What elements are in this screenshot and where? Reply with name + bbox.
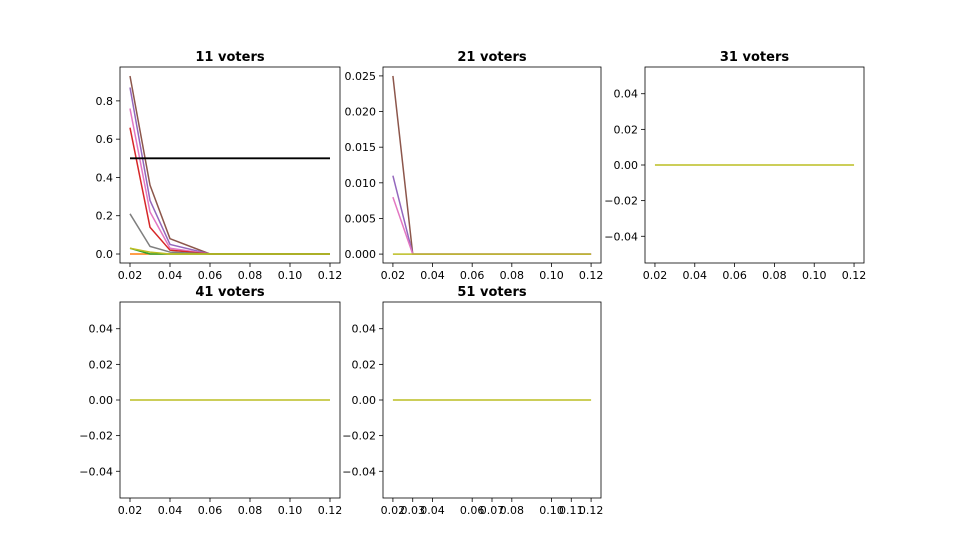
y-tick-label: 0.2 bbox=[96, 210, 114, 223]
y-tick-label: 0.025 bbox=[345, 70, 377, 83]
y-tick-label: −0.02 bbox=[79, 430, 113, 443]
subplot-title: 21 voters bbox=[457, 50, 526, 65]
y-tick-label: 0.4 bbox=[96, 171, 114, 184]
x-tick-label: 0.04 bbox=[420, 269, 445, 282]
x-tick-label: 0.08 bbox=[500, 504, 525, 517]
x-tick-label: 0.11 bbox=[559, 504, 584, 517]
subplot-title: 11 voters bbox=[195, 50, 264, 65]
x-tick-label: 0.06 bbox=[198, 269, 223, 282]
x-tick-label: 0.08 bbox=[238, 504, 263, 517]
series-line-8 bbox=[129, 247, 330, 255]
y-tick-label: 0.02 bbox=[614, 123, 639, 136]
y-tick-label: 0.04 bbox=[352, 323, 377, 336]
x-tick-label: 0.02 bbox=[643, 269, 668, 282]
x-tick-label: 0.06 bbox=[722, 269, 747, 282]
x-tick-label: 0.02 bbox=[118, 504, 143, 517]
y-tick-label: 0.04 bbox=[89, 323, 114, 336]
x-tick-label: 0.10 bbox=[802, 269, 827, 282]
x-tick-label: 0.08 bbox=[500, 269, 525, 282]
plot-area bbox=[392, 75, 592, 255]
y-tick-label: 0.00 bbox=[89, 394, 114, 407]
subplot-title: 51 voters bbox=[457, 285, 526, 300]
plot-area bbox=[129, 75, 330, 255]
x-tick-label: 0.12 bbox=[318, 504, 343, 517]
x-tick-label: 0.08 bbox=[238, 269, 263, 282]
x-tick-label: 0.12 bbox=[842, 269, 867, 282]
y-tick-label: 0.020 bbox=[345, 106, 377, 119]
x-tick-label: 0.07 bbox=[480, 504, 505, 517]
y-tick-label: −0.04 bbox=[79, 465, 113, 478]
subplot-1: 11 voters 0.02 0.04 0.06 0.08 0.10 0.12 0.0 0.2 0… bbox=[96, 50, 343, 282]
x-tick-label: 0.10 bbox=[278, 504, 303, 517]
x-tick-label: 0.04 bbox=[420, 504, 445, 517]
y-tick-label: 0.010 bbox=[345, 177, 377, 190]
y-tick-label: 0.8 bbox=[96, 95, 114, 108]
x-tick-label: 0.04 bbox=[683, 269, 708, 282]
x-tick-label: 0.12 bbox=[579, 269, 604, 282]
y-tick-label: −0.04 bbox=[604, 230, 638, 243]
y-tick-label: 0.00 bbox=[352, 394, 377, 407]
subplot-title: 31 voters bbox=[720, 50, 789, 65]
y-tick-label: −0.04 bbox=[342, 465, 376, 478]
x-tick-label: 0.10 bbox=[539, 504, 564, 517]
subplot-grid: 11 voters 0.02 0.04 0.06 0.08 0.10 0.12 0.0 0.2 0… bbox=[79, 50, 866, 517]
x-tick-label: 0.04 bbox=[158, 504, 183, 517]
axes-frame bbox=[382, 66, 602, 264]
x-tick-label: 0.06 bbox=[460, 269, 485, 282]
subplot-title: 41 voters bbox=[195, 285, 264, 300]
subplot-2: 21 voters 0.02 0.04 0.06 0.08 0.10 0.12 0.000 0.… bbox=[345, 50, 604, 282]
y-tick-label: 0.02 bbox=[89, 358, 114, 371]
y-tick-label: 0.015 bbox=[345, 141, 377, 154]
axes-frame bbox=[119, 66, 341, 264]
x-tick-label: 0.03 bbox=[400, 504, 425, 517]
x-tick-label: 0.04 bbox=[158, 269, 183, 282]
x-tick-label: 0.10 bbox=[539, 269, 564, 282]
x-tick-label: 0.02 bbox=[118, 269, 143, 282]
x-tick-label: 0.06 bbox=[460, 504, 485, 517]
x-tick-label: 0.02 bbox=[381, 269, 406, 282]
y-tick-label: 0.0 bbox=[96, 248, 114, 261]
y-tick-label: −0.02 bbox=[342, 430, 376, 443]
subplot-3: 31 voters 0.02 0.04 0.06 0.08 0.10 0.12 −0.04 −0… bbox=[604, 50, 866, 282]
x-tick-label: 0.10 bbox=[278, 269, 303, 282]
y-tick-label: 0.000 bbox=[345, 248, 377, 261]
y-tick-label: 0.04 bbox=[614, 88, 639, 101]
y-tick-label: 0.02 bbox=[352, 358, 377, 371]
y-tick-label: 0.00 bbox=[614, 159, 639, 172]
x-tick-label: 0.02 bbox=[381, 504, 406, 517]
x-tick-label: 0.12 bbox=[318, 269, 343, 282]
x-tick-label: 0.08 bbox=[762, 269, 787, 282]
y-tick-label: 0.6 bbox=[96, 133, 114, 146]
y-tick-label: 0.005 bbox=[345, 212, 377, 225]
x-tick-label: 0.12 bbox=[579, 504, 604, 517]
y-tick-label: −0.02 bbox=[604, 195, 638, 208]
subplot-4: 41 voters 0.02 0.04 0.06 0.08 0.10 0.12 −0.04 −0… bbox=[79, 285, 342, 517]
x-tick-label: 0.06 bbox=[198, 504, 223, 517]
